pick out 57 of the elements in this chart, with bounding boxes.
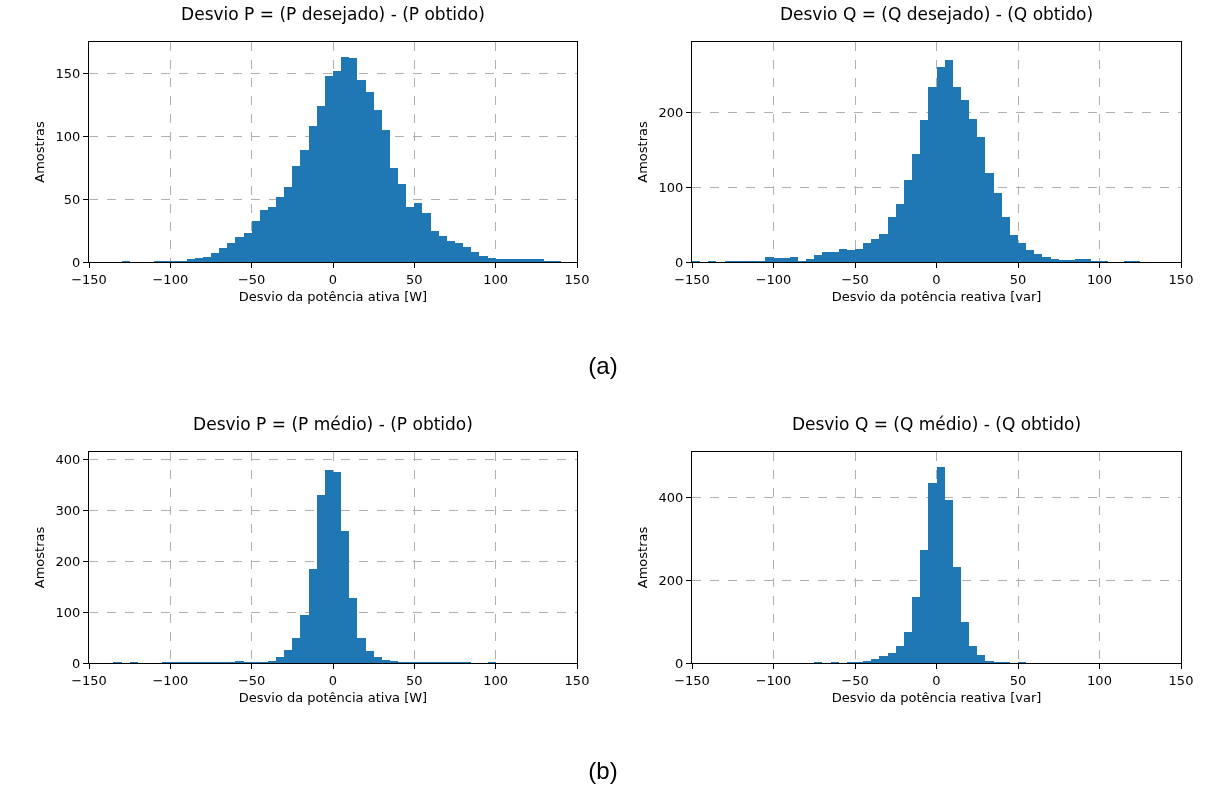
y-tick-label: 400 — [55, 452, 81, 468]
x-tick-label: −50 — [841, 271, 869, 287]
x-tick-label: −50 — [237, 672, 266, 688]
x-tick-label: 0 — [328, 271, 338, 287]
x-tick-label: −50 — [237, 271, 266, 287]
x-tick-label: −100 — [755, 672, 792, 688]
x-tick-label: 50 — [1009, 271, 1027, 287]
x-tick-label: 50 — [1009, 672, 1027, 688]
y-tick-label: 200 — [658, 105, 684, 121]
y-tick-label: 200 — [55, 553, 81, 569]
y-tick-label: 150 — [55, 65, 81, 81]
y-tick-label: 0 — [675, 254, 684, 270]
x-tick-label: −150 — [71, 271, 107, 287]
x-axis-title: Desvio da potência reativa [var] — [831, 690, 1042, 706]
x-tick-label: 0 — [932, 672, 941, 688]
x-tick-label: −100 — [755, 271, 792, 287]
chart-title: Desvio Q = (Q desejado) - (Q obtido) — [779, 3, 1094, 24]
x-tick-label: 50 — [406, 271, 423, 287]
y-axis-title: Amostras — [31, 526, 47, 589]
y-tick-label: 100 — [55, 604, 81, 620]
y-tick-label: 100 — [55, 128, 81, 144]
y-tick-label: 300 — [55, 503, 81, 519]
x-tick-label: −150 — [674, 672, 710, 688]
y-tick-label: 400 — [658, 490, 684, 506]
y-axis-title: Amostras — [634, 121, 650, 183]
x-tick-label: 150 — [1168, 271, 1194, 287]
x-tick-label: 100 — [483, 672, 509, 688]
x-tick-label: 100 — [483, 271, 509, 287]
x-tick-label: 100 — [1087, 271, 1112, 287]
x-tick-label: −50 — [841, 672, 869, 688]
text: (b) — [588, 757, 618, 785]
y-tick-label: 0 — [72, 254, 81, 270]
y-tick-label: 0 — [72, 655, 81, 671]
y-tick-label: 100 — [658, 179, 684, 195]
x-axis-title: Desvio da potência ativa [W] — [238, 690, 428, 706]
x-tick-label: −150 — [71, 672, 107, 688]
x-tick-label: −100 — [152, 271, 189, 287]
x-tick-label: 100 — [1087, 672, 1112, 688]
x-tick-label: 0 — [328, 672, 338, 688]
x-tick-label: 150 — [564, 271, 590, 287]
y-axis-title: Amostras — [634, 526, 650, 589]
y-tick-label: 200 — [658, 572, 684, 588]
x-tick-label: 0 — [932, 271, 941, 287]
x-tick-label: −150 — [674, 271, 710, 287]
x-axis-title: Desvio da potência ativa [W] — [238, 289, 428, 305]
x-tick-label: 150 — [1168, 672, 1194, 688]
chart-title: Desvio Q = (Q médio) - (Q obtido) — [791, 413, 1082, 434]
text: (a) — [588, 352, 618, 380]
chart-title: Desvio P = (P desejado) - (P obtido) — [181, 3, 485, 24]
x-tick-label: 50 — [406, 672, 423, 688]
y-tick-label: 50 — [63, 191, 81, 207]
chart-title: Desvio P = (P médio) - (P obtido) — [193, 413, 473, 434]
y-axis-title: Amostras — [31, 121, 47, 183]
x-tick-label: 150 — [564, 672, 590, 688]
x-tick-label: −100 — [152, 672, 189, 688]
x-axis-title: Desvio da potência reativa [var] — [831, 289, 1042, 305]
y-tick-label: 0 — [675, 655, 684, 671]
